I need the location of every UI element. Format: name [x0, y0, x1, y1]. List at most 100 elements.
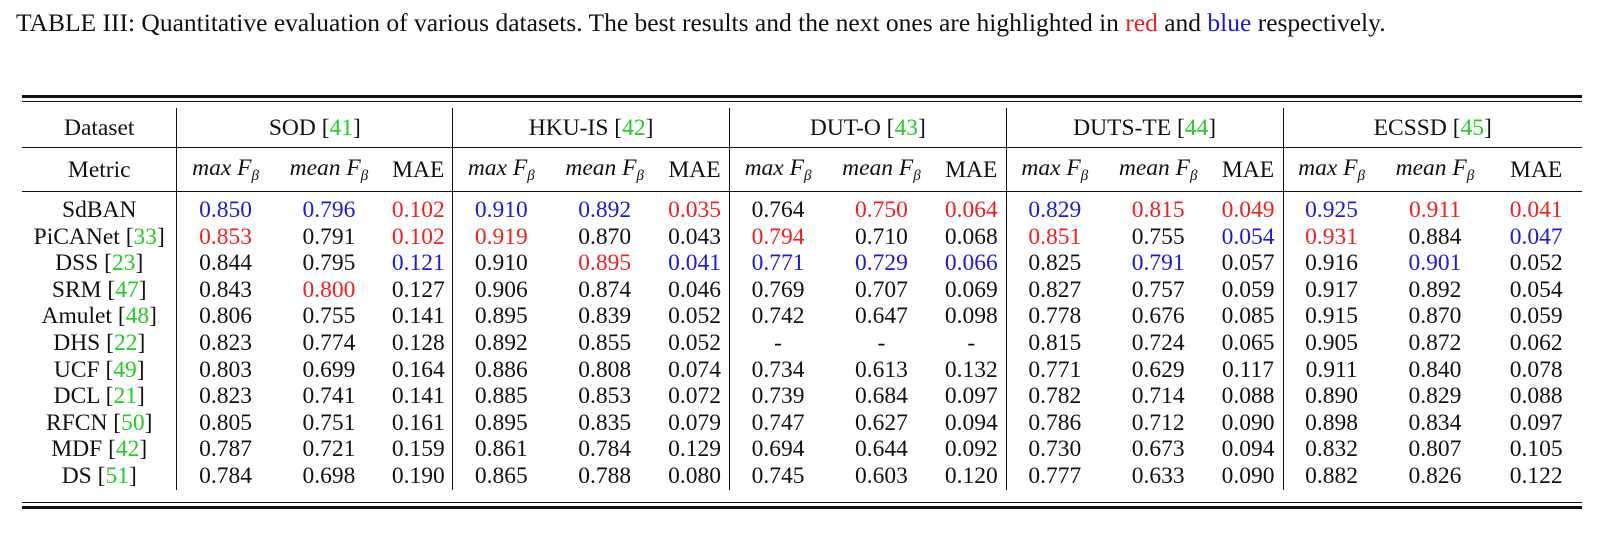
metric-value-cell: 0.769 — [751, 276, 805, 303]
metric-value-cell: 0.141 — [384, 383, 454, 410]
metric-value-cell: 0.895 — [578, 250, 632, 277]
metric-value-cell: 0.865 — [474, 462, 528, 489]
dataset-header-row: Dataset SOD [41] HKU-IS [42] DUT-O [43] … — [22, 108, 1582, 148]
metric-value-cell: 0.805 — [199, 409, 252, 436]
citation-ref: 23 — [111, 250, 136, 277]
metric-value-cell: 0.755 — [1131, 223, 1185, 250]
metric-value-cell: 0.066 — [936, 250, 1007, 277]
metric-value-cell: 0.673 — [1131, 436, 1185, 463]
metric-max-f-beta: max Fβ — [1021, 155, 1089, 184]
metric-mean-f-beta: mean Fβ — [289, 155, 369, 184]
metric-value-cell: 0.647 — [854, 303, 908, 330]
metric-value-cell: 0.710 — [854, 223, 908, 250]
metric-value-cell: 0.794 — [751, 223, 805, 250]
metric-value-cell: 0.916 — [1305, 250, 1358, 277]
metric-value-cell: 0.097 — [1509, 409, 1563, 436]
caption-best-color-word: red — [1125, 8, 1158, 37]
metric-mae: MAE — [936, 148, 1007, 192]
citation-ref: 21 — [113, 383, 138, 410]
method-name: DHS [22] — [22, 329, 178, 357]
metric-value-cell: 0.120 — [936, 462, 1007, 490]
metric-value-cell: 0.787 — [199, 436, 252, 463]
metric-value-cell: 0.085 — [1213, 303, 1284, 330]
top-rule-thick — [22, 95, 1582, 98]
metric-value-cell: 0.064 — [936, 192, 1007, 224]
metric-value-cell: 0.088 — [1509, 383, 1563, 410]
metric-value-cell: 0.915 — [1305, 303, 1358, 330]
metric-value-cell: 0.052 — [660, 303, 730, 330]
metric-value-cell: 0.676 — [1131, 303, 1185, 330]
metric-value-cell: 0.074 — [660, 356, 730, 384]
metric-value-cell: 0.730 — [1028, 436, 1082, 463]
metric-value-cell: 0.750 — [854, 197, 908, 223]
metric-value-cell: 0.742 — [751, 303, 805, 330]
metric-max-f-beta: max Fβ — [192, 155, 259, 184]
header-bottom-rule — [22, 191, 1582, 192]
metric-value-cell: 0.052 — [1509, 250, 1563, 277]
metric-value-cell: 0.895 — [474, 409, 528, 436]
metric-value-cell: 0.127 — [384, 276, 454, 304]
metric-value-cell: - — [774, 329, 782, 356]
metric-value-cell: 0.825 — [1028, 250, 1082, 277]
metric-value-cell: 0.757 — [1131, 276, 1185, 303]
metric-value-cell: 0.826 — [1408, 462, 1462, 489]
metric-value-cell: 0.102 — [384, 192, 454, 224]
metric-value-cell: 0.724 — [1131, 329, 1185, 356]
metric-value-cell: 0.834 — [1408, 409, 1462, 436]
metric-value-cell: 0.745 — [751, 462, 805, 489]
metric-value-cell: 0.855 — [578, 329, 632, 356]
metric-value-cell: 0.843 — [199, 276, 252, 303]
metric-mean-f-beta: mean Fβ — [1118, 155, 1198, 184]
bottom-rule-thick — [22, 506, 1582, 509]
metric-value-cell: 0.905 — [1305, 329, 1358, 356]
metric-value-cell: 0.090 — [1213, 409, 1284, 437]
metric-value-cell: 0.884 — [1408, 223, 1462, 250]
metric-value-cell: 0.122 — [1509, 462, 1563, 489]
metric-value-cell: 0.035 — [660, 192, 730, 224]
metric-value-cell: 0.043 — [660, 223, 730, 251]
metric-value-cell: 0.098 — [936, 303, 1007, 330]
metric-value-cell: 0.807 — [1408, 436, 1462, 463]
caption-suffix: respectively. — [1251, 8, 1386, 37]
metric-value-cell: 0.644 — [854, 436, 908, 463]
table-caption: TABLE III: Quantitative evaluation of va… — [16, 4, 1582, 41]
metric-mae: MAE — [384, 148, 454, 192]
metric-value-cell: 0.161 — [384, 409, 454, 437]
metric-value-cell: 0.931 — [1305, 223, 1358, 250]
metric-value-cell: 0.041 — [1509, 197, 1563, 223]
method-name: RFCN [50] — [22, 409, 178, 437]
metric-value-cell: 0.117 — [1213, 356, 1284, 384]
metric-value-cell: 0.898 — [1305, 409, 1358, 436]
metric-value-cell: 0.803 — [199, 356, 252, 383]
method-name: Amulet [48] — [22, 303, 178, 330]
top-rule-thin — [22, 101, 1582, 102]
metric-value-cell: 0.159 — [384, 436, 454, 463]
metric-value-cell: 0.870 — [578, 223, 632, 250]
metric-value-cell: 0.707 — [854, 276, 908, 303]
method-name: SdBAN — [22, 192, 178, 224]
metric-max-f-beta: max Fβ — [744, 155, 812, 184]
metric-value-cell: 0.057 — [1213, 250, 1284, 277]
metric-mean-f-beta: mean Fβ — [565, 155, 644, 184]
metric-value-cell: - — [877, 329, 886, 356]
metric-value-cell: 0.613 — [854, 356, 908, 383]
method-name: DCL [21] — [22, 383, 178, 410]
metric-value-cell: 0.069 — [936, 276, 1007, 304]
citation-ref: 48 — [125, 303, 150, 330]
citation-ref: 44 — [1184, 114, 1209, 141]
metric-mae: MAE — [660, 148, 730, 192]
metric-value-cell: 0.774 — [302, 329, 356, 356]
dataset-header-dut-o: DUT-O [43] — [729, 108, 1007, 148]
metric-value-cell: 0.080 — [660, 462, 730, 490]
metric-max-f-beta: max Fβ — [467, 155, 535, 184]
metric-value-cell: 0.734 — [751, 356, 805, 383]
metric-value-cell: 0.128 — [384, 329, 454, 357]
metric-value-cell: 0.059 — [1509, 303, 1563, 330]
citation-ref: 42 — [622, 114, 646, 141]
results-table: Dataset SOD [41] HKU-IS [42] DUT-O [43] … — [22, 108, 1582, 490]
metric-value-cell: 0.054 — [1213, 223, 1284, 251]
metric-value-cell: 0.925 — [1305, 197, 1358, 223]
dataset-header-sod: SOD [41] — [176, 108, 454, 148]
metric-value-cell: 0.919 — [474, 223, 528, 250]
metric-mean-f-beta: mean Fβ — [842, 155, 921, 184]
